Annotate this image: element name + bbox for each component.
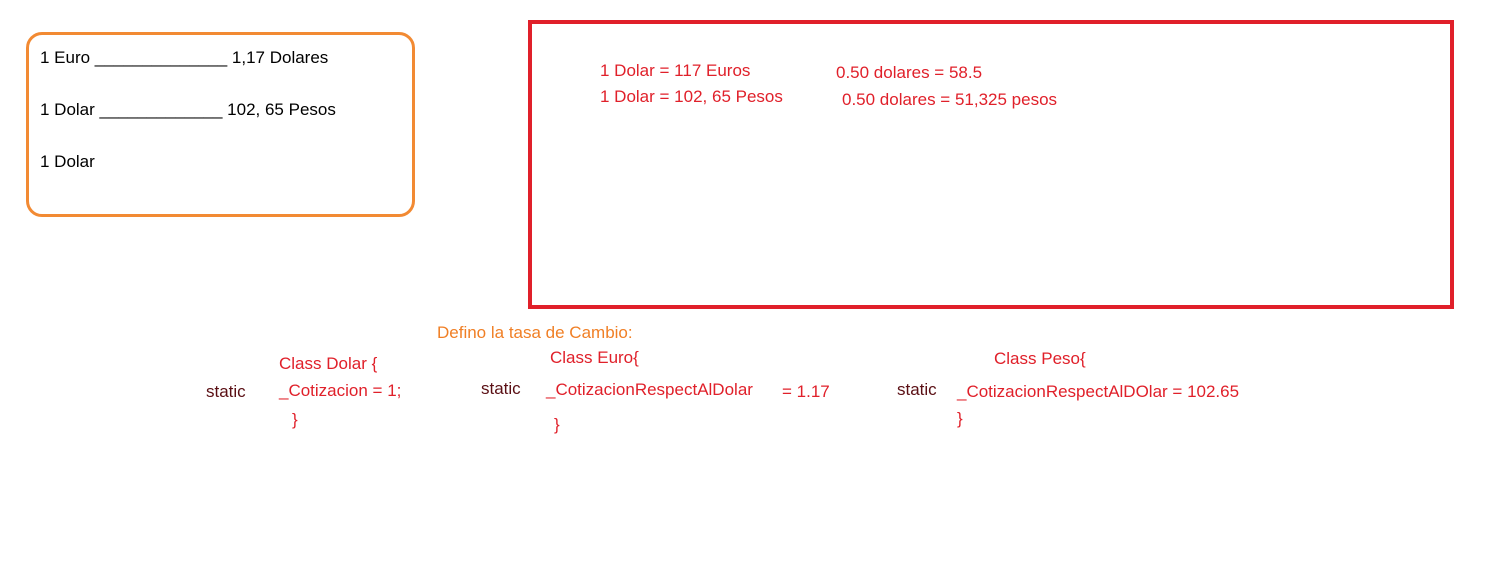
euro-class-header: Class Euro{	[550, 348, 639, 367]
conversion-half-dolar-pesos: 0.50 dolares = 51,325 pesos	[842, 90, 1058, 109]
euro-class-close: }	[554, 415, 560, 434]
rate-line-euro: 1 Euro ______________ 1,17 Dolares	[40, 48, 329, 67]
peso-class-close: }	[957, 409, 963, 428]
dolar-class-field: _Cotizacion = 1;	[279, 381, 402, 400]
conversion-half-dolar-euros: 0.50 dolares = 58.5	[836, 63, 983, 82]
conversion-box	[528, 20, 1454, 309]
conversion-dolar-euros: 1 Dolar = 117 Euros	[600, 61, 751, 80]
euro-class-value: = 1.17	[782, 382, 830, 401]
rate-line-dolar-peso: 1 Dolar _____________ 102, 65 Pesos	[40, 100, 336, 119]
peso-static-label: static	[897, 380, 937, 399]
section-heading: Defino la tasa de Cambio:	[437, 323, 633, 342]
dolar-class-header: Class Dolar {	[279, 354, 378, 373]
euro-class-field: _CotizacionRespectAlDolar	[546, 380, 753, 399]
euro-static-label: static	[481, 379, 521, 398]
rate-line-dolar: 1 Dolar	[40, 152, 95, 171]
peso-class-field: _CotizacionRespectAlDOlar = 102.65	[957, 382, 1240, 401]
conversion-dolar-pesos: 1 Dolar = 102, 65 Pesos	[600, 87, 783, 106]
peso-class-header: Class Peso{	[994, 349, 1086, 368]
rates-box	[26, 32, 415, 217]
dolar-class-close: }	[292, 410, 298, 429]
dolar-static-label: static	[206, 382, 246, 401]
